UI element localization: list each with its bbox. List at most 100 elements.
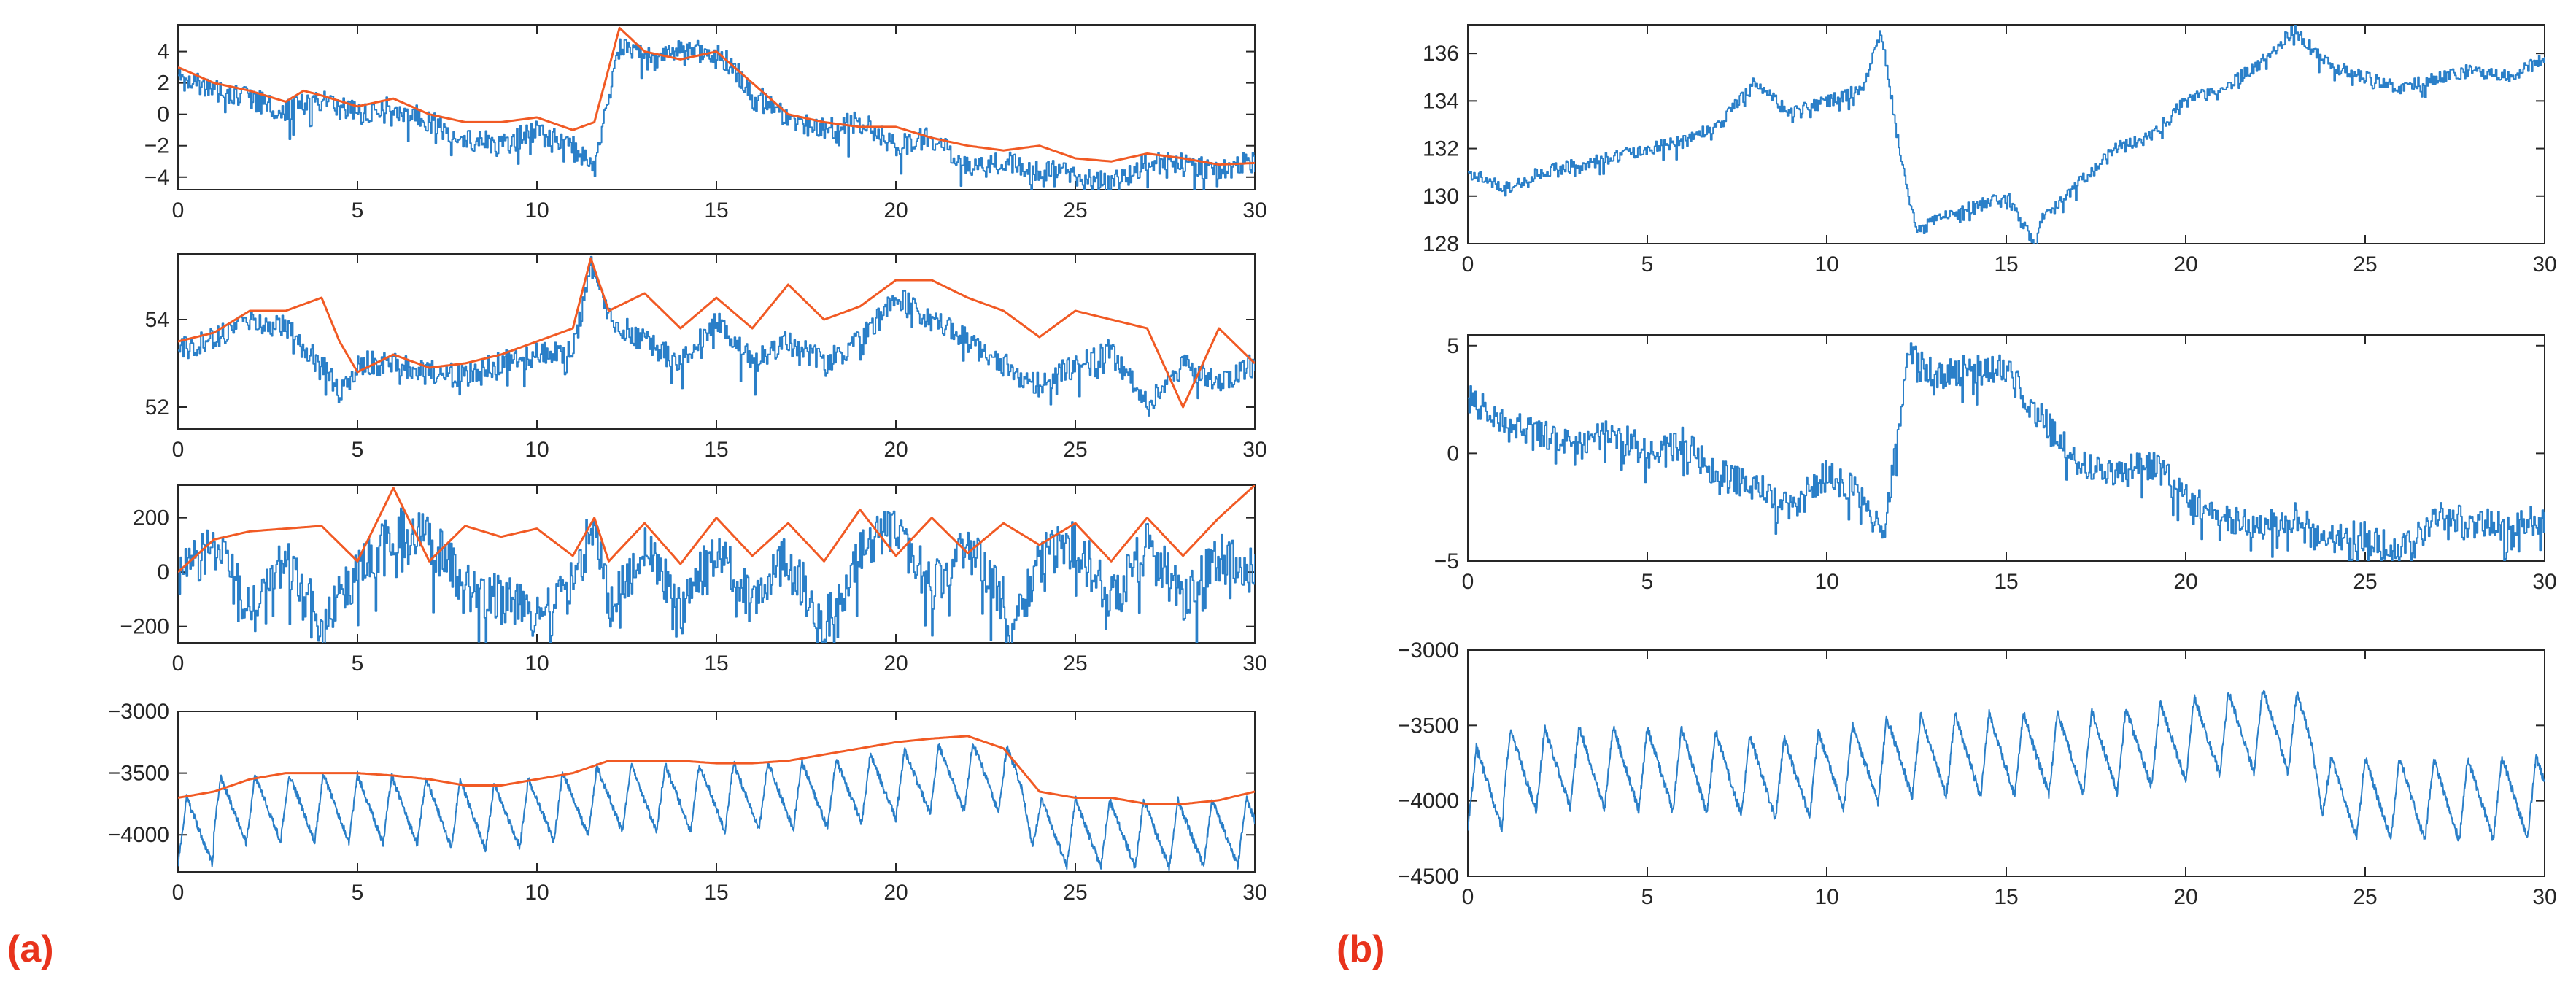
y-tick-label: −200 <box>120 615 169 639</box>
signal-line <box>178 38 1255 190</box>
envelope-line <box>178 257 1255 409</box>
chart-a1: 0 5 10 15 20 25 30 −4 −2 0 2 4 <box>144 24 1267 223</box>
plot-area <box>1467 24 2545 244</box>
x-tick-label: 30 <box>2532 885 2556 909</box>
y-tick-label: −4000 <box>108 823 169 847</box>
series-group <box>178 255 1255 417</box>
chart-b3: 0 5 10 15 20 25 30 −4500 −4000 −3500 −3000 <box>1398 638 2557 909</box>
x-tick-label: 5 <box>1641 885 1654 909</box>
x-tick-label: 0 <box>172 198 185 223</box>
x-tick-label: 5 <box>352 198 364 223</box>
x-tick-label: 20 <box>2173 570 2197 594</box>
x-tick-label: 30 <box>1242 652 1266 676</box>
plot-area <box>1467 649 2545 877</box>
y-tick-label: −3000 <box>1398 638 1459 662</box>
y-tick-label: 0 <box>157 560 169 584</box>
y-tick-label: 134 <box>1423 89 1459 113</box>
x-tick-label: 25 <box>2353 885 2377 909</box>
signal-line <box>1468 342 2545 561</box>
x-tick-label: 10 <box>525 652 549 676</box>
x-tick-label: 20 <box>2173 885 2197 909</box>
y-tick-label: 0 <box>157 103 169 127</box>
x-tick-label: 15 <box>704 198 728 223</box>
x-tick-label: 30 <box>1242 198 1266 223</box>
series-group <box>178 485 1255 643</box>
x-tick-label: 20 <box>2173 252 2197 277</box>
signal-line <box>178 507 1255 643</box>
x-tick-label: 0 <box>1462 252 1474 277</box>
y-tick-label: 2 <box>157 72 169 96</box>
signal-line <box>1468 689 2545 842</box>
x-tick-label: 20 <box>883 881 908 905</box>
y-tick-label: −3500 <box>108 762 169 786</box>
plot-area <box>177 711 1256 873</box>
x-tick-label: 30 <box>1242 438 1266 462</box>
x-tick-label: 5 <box>1641 252 1654 277</box>
x-tick-label: 15 <box>1994 570 2018 594</box>
chart-b2: 0 5 10 15 20 25 30−505 <box>1434 334 2557 594</box>
panel-label-b: (b) <box>1337 928 1385 970</box>
y-tick-label: −4000 <box>1398 789 1459 813</box>
x-tick-label: 5 <box>352 438 364 462</box>
series-group <box>1468 342 2545 561</box>
x-tick-label: 15 <box>704 438 728 462</box>
x-tick-label: 20 <box>883 438 908 462</box>
x-tick-label: 0 <box>172 652 185 676</box>
y-tick-label: 0 <box>1447 441 1459 465</box>
x-tick-label: 30 <box>2532 570 2556 594</box>
x-tick-label: 10 <box>1814 570 1838 594</box>
y-tick-label: 200 <box>133 506 169 530</box>
x-tick-label: 25 <box>1063 881 1087 905</box>
y-tick-label: −3000 <box>108 700 169 724</box>
series-group <box>178 26 1255 190</box>
y-tick-label: −3500 <box>1398 714 1459 738</box>
plot-area <box>177 484 1256 644</box>
y-tick-label: 130 <box>1423 185 1459 209</box>
chart-a4: 0 5 10 15 20 25 30 −4000 −3500 −3000 <box>108 700 1267 905</box>
x-tick-label: 20 <box>883 652 908 676</box>
x-tick-label: 15 <box>704 652 728 676</box>
y-tick-label: 52 <box>145 395 169 420</box>
x-tick-label: 10 <box>525 198 549 223</box>
x-tick-label: 25 <box>1063 198 1087 223</box>
x-tick-label: 5 <box>352 652 364 676</box>
y-tick-label: −4500 <box>1398 865 1459 889</box>
x-tick-label: 20 <box>883 198 908 223</box>
series-group <box>178 735 1255 872</box>
x-tick-label: 25 <box>2353 252 2377 277</box>
plot-area <box>177 253 1256 430</box>
chart-b1: 0 5 10 15 20 25 30 128 130 132 134 136 <box>1423 24 2557 277</box>
y-tick-label: 54 <box>145 308 169 332</box>
x-tick-label: 0 <box>1462 570 1474 594</box>
x-tick-label: 10 <box>1814 885 1838 909</box>
x-tick-label: 15 <box>1994 252 2018 277</box>
series-group <box>1468 25 2545 244</box>
x-tick-label: 0 <box>1462 885 1474 909</box>
chart-a2: 0 5 10 15 20 25 30 52 54 <box>145 253 1267 462</box>
x-tick-label: 25 <box>1063 652 1087 676</box>
x-tick-label: 25 <box>1063 438 1087 462</box>
y-tick-label: 132 <box>1423 137 1459 161</box>
y-tick-label: 128 <box>1423 232 1459 256</box>
x-tick-label: 10 <box>1814 252 1838 277</box>
envelope-line <box>178 735 1255 805</box>
x-tick-label: 30 <box>1242 881 1266 905</box>
x-tick-label: 0 <box>172 438 185 462</box>
y-tick-label: 136 <box>1423 42 1459 66</box>
x-tick-label: 5 <box>352 881 364 905</box>
signal-line <box>178 255 1255 417</box>
y-tick-label: 4 <box>157 40 169 64</box>
x-tick-label: 15 <box>704 881 728 905</box>
envelope-line <box>178 485 1255 573</box>
x-tick-label: 5 <box>1641 570 1654 594</box>
x-tick-label: 15 <box>1994 885 2018 909</box>
x-tick-label: 0 <box>172 881 185 905</box>
x-tick-label: 25 <box>2353 570 2377 594</box>
signal-line <box>1468 25 2545 244</box>
x-tick-label: 30 <box>2532 252 2556 277</box>
y-tick-label: −4 <box>144 166 169 190</box>
y-tick-label: 5 <box>1447 334 1459 358</box>
series-group <box>1468 689 2545 842</box>
